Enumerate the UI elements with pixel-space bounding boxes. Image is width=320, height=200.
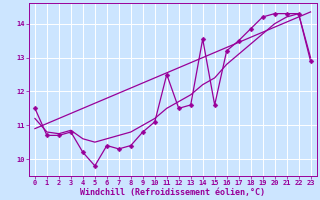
X-axis label: Windchill (Refroidissement éolien,°C): Windchill (Refroidissement éolien,°C): [80, 188, 265, 197]
